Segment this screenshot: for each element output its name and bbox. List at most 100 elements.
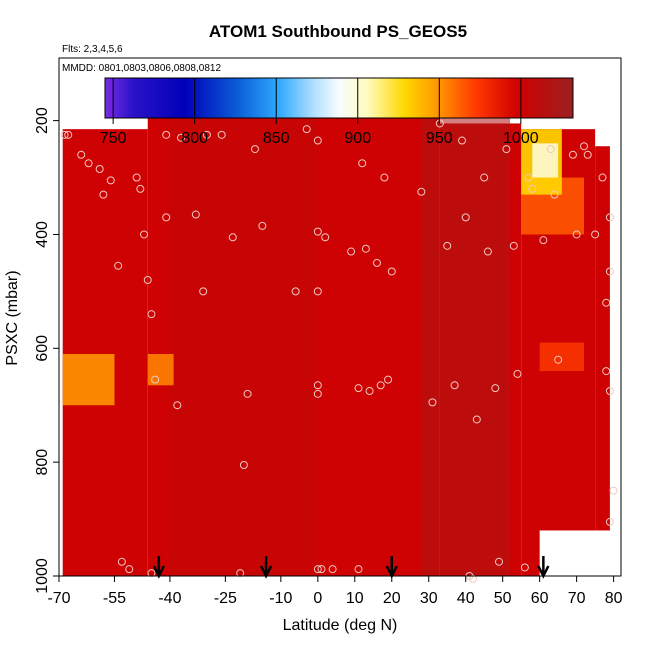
observation-point xyxy=(605,267,614,276)
observation-point xyxy=(199,287,208,296)
observation-point xyxy=(568,150,577,159)
colorbar-tick-label: 850 xyxy=(263,130,290,147)
observation-point xyxy=(250,145,259,154)
y-axis-label: PSXC (mbar) xyxy=(4,270,21,365)
observation-point xyxy=(313,287,322,296)
heatmap-gap xyxy=(539,530,621,576)
observation-point xyxy=(77,150,86,159)
x-tick-label: -10 xyxy=(269,590,292,607)
observation-point xyxy=(365,387,374,395)
observation-point xyxy=(435,119,444,128)
observation-point xyxy=(64,130,73,139)
y-tick-label: 1000 xyxy=(34,558,51,594)
observation-point xyxy=(95,165,104,173)
x-tick-label: 10 xyxy=(346,590,364,607)
observation-point xyxy=(313,227,322,236)
observation-point xyxy=(605,517,614,526)
observation-point xyxy=(461,213,470,222)
observation-point xyxy=(598,173,607,182)
y-tick-label: 600 xyxy=(34,335,51,362)
observation-point xyxy=(236,569,245,578)
colorbar-tick-label: 1000 xyxy=(503,130,539,147)
observation-point xyxy=(354,384,363,393)
observation-point xyxy=(99,190,108,199)
x-tick-label: 0 xyxy=(313,590,322,607)
x-tick-label: 30 xyxy=(420,590,438,607)
observation-point xyxy=(591,230,600,239)
observation-point xyxy=(354,565,363,574)
observation-point xyxy=(60,130,69,139)
observation-point xyxy=(147,569,156,578)
observation-point xyxy=(191,210,200,219)
observation-point xyxy=(258,221,267,230)
observation-point xyxy=(132,173,141,182)
observation-point xyxy=(313,381,322,390)
x-tick-label: -55 xyxy=(103,590,126,607)
observation-point xyxy=(84,159,93,168)
x-axis: -70 -55 -40 -25 -10 0 10 20 30 40 50 60 70 80 xyxy=(47,576,623,607)
observation-point xyxy=(202,130,211,139)
observation-point xyxy=(605,213,614,222)
observation-point xyxy=(580,142,589,151)
observation-point xyxy=(469,574,478,583)
observation-point xyxy=(480,173,489,182)
observation-point xyxy=(239,461,248,469)
observation-point xyxy=(173,401,182,410)
heatmap-cell xyxy=(421,103,511,577)
mmdd-note: MMDD: 0801,0803,0806,0808,0812 xyxy=(62,63,221,74)
observation-point xyxy=(114,261,123,270)
observation-point xyxy=(313,389,322,398)
heatmap-cell xyxy=(595,146,610,576)
colorbar-tick-label: 900 xyxy=(344,130,371,147)
colorbar-tick-label: 750 xyxy=(100,130,127,147)
x-tick-label: -25 xyxy=(214,590,237,607)
observation-point xyxy=(602,367,611,376)
observation-point xyxy=(491,384,500,393)
observation-point xyxy=(177,133,186,142)
observation-point xyxy=(550,190,559,199)
x-tick-label: 80 xyxy=(605,590,623,607)
x-tick-label: 60 xyxy=(531,590,549,607)
observation-point xyxy=(494,557,503,566)
observation-point xyxy=(313,136,322,145)
observation-point xyxy=(472,415,481,424)
heatmap-cell xyxy=(169,103,318,577)
observation-point xyxy=(313,565,322,574)
x-tick-label: 20 xyxy=(383,590,401,607)
observation-point xyxy=(520,563,529,572)
observation-point xyxy=(347,247,356,256)
observation-point xyxy=(302,125,311,134)
colorbar-ticks: 750 800 850 900 950 1000 xyxy=(100,78,539,147)
observation-point xyxy=(136,184,145,193)
observation-point xyxy=(228,233,237,242)
observation-point xyxy=(376,381,385,390)
colorbar xyxy=(104,77,574,119)
observation-point xyxy=(387,267,396,276)
x-tick-label: 50 xyxy=(494,590,512,607)
x-tick-label: -70 xyxy=(47,590,70,607)
observation-point xyxy=(554,355,563,364)
colorbar-tick-label: 950 xyxy=(426,130,453,147)
observation-point xyxy=(380,173,389,182)
observation-point xyxy=(524,173,533,182)
observation-point xyxy=(106,176,115,185)
observation-point xyxy=(162,130,171,139)
observation-point xyxy=(502,145,511,154)
observation-point xyxy=(528,184,537,193)
observation-point xyxy=(125,565,134,574)
y-tick-label: 400 xyxy=(34,221,51,248)
observation-point xyxy=(217,130,226,139)
x-axis-label: Latitude (deg N) xyxy=(283,617,398,634)
flights-note: Flts: 2,3,4,5,6 xyxy=(62,44,123,55)
observation-point xyxy=(140,230,149,239)
y-tick-label: 200 xyxy=(34,107,51,134)
observation-point xyxy=(361,244,370,253)
observation-point xyxy=(151,375,160,384)
observation-point xyxy=(291,287,300,296)
observation-point xyxy=(328,565,337,574)
x-tick-label: -40 xyxy=(158,590,181,607)
x-tick-label: 40 xyxy=(457,590,475,607)
observation-point xyxy=(546,145,555,154)
observation-point xyxy=(509,241,518,250)
